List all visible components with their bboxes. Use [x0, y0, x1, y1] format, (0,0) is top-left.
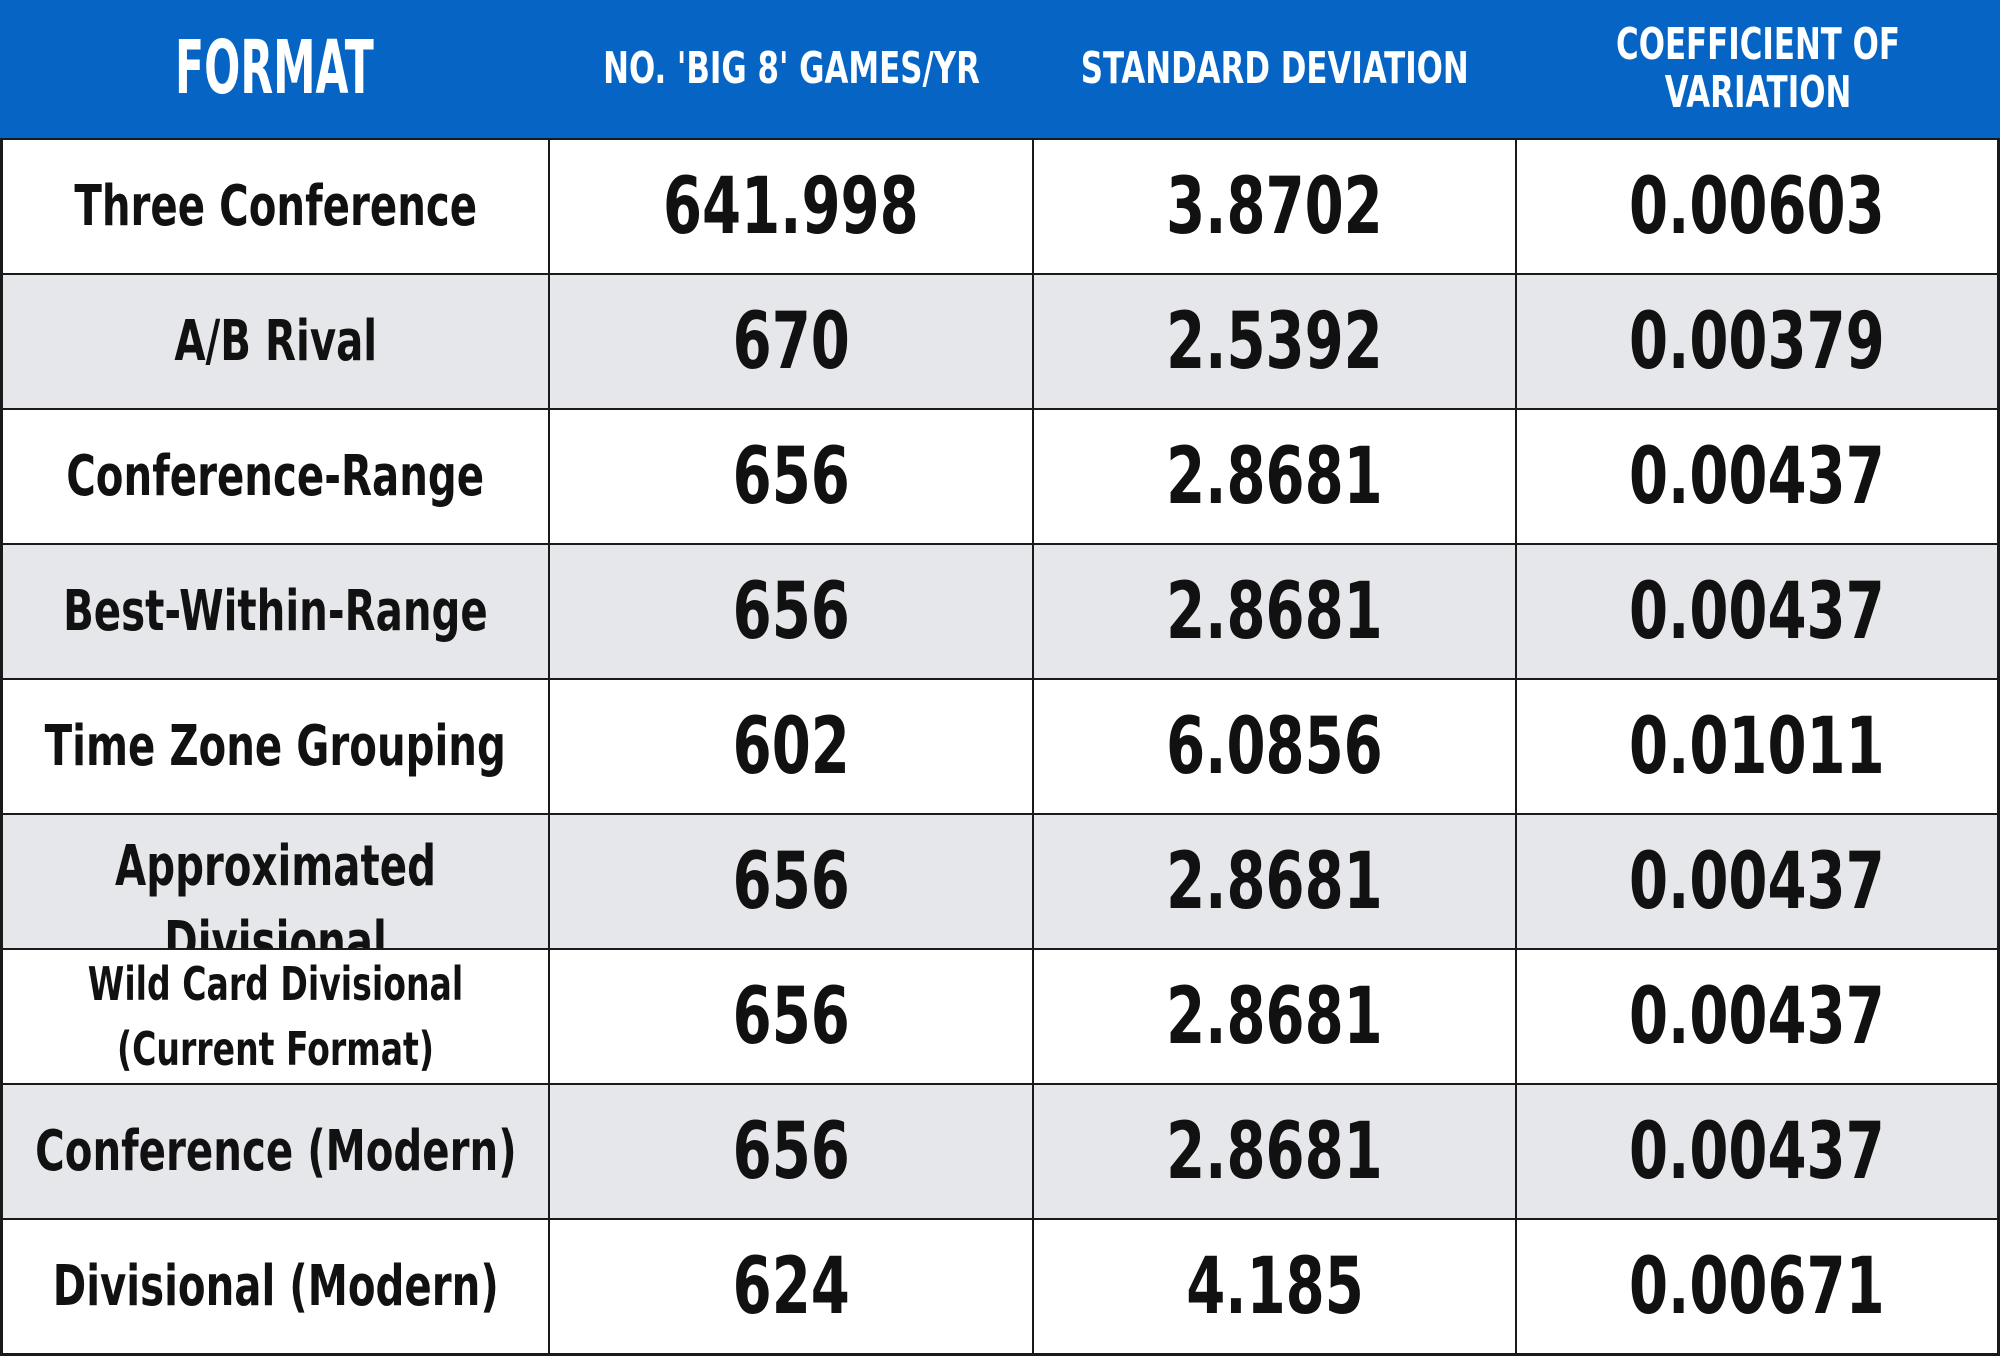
- games-cell: 656: [550, 815, 1034, 948]
- table-row: Conference-Range 656 2.8681 0.00437: [3, 408, 1997, 543]
- games-cell: 656: [550, 950, 1034, 1083]
- table-header: FORMAT NO. 'BIG 8' GAMES/YR STANDARD DEV…: [0, 0, 2000, 138]
- games-cell: 602: [550, 680, 1034, 813]
- format-cell: Conference-Range: [3, 410, 550, 543]
- table-row: Wild Card Divisional (Current Format) 65…: [3, 948, 1997, 1083]
- coef-cell: 0.00671: [1629, 1241, 1885, 1332]
- coef-cell: 0.00603: [1629, 161, 1885, 252]
- coef-cell: 0.00437: [1629, 1106, 1885, 1197]
- format-cell: Time Zone Grouping: [3, 680, 550, 813]
- coef-cell: 0.00379: [1629, 296, 1885, 387]
- header-std-dev: STANDARD DEVIATION: [1080, 42, 1469, 94]
- table-row: A/B Rival 670 2.5392 0.00379: [3, 273, 1997, 408]
- std-dev-cell: 3.8702: [1034, 140, 1517, 273]
- table-row: Three Conference 641.998 3.8702 0.00603: [3, 138, 1997, 273]
- table-body: Three Conference 641.998 3.8702 0.00603 …: [0, 138, 2000, 1356]
- format-cell: Wild Card Divisional (Current Format): [3, 950, 550, 1083]
- coef-cell: 0.00437: [1629, 836, 1885, 927]
- coef-cell: 0.01011: [1629, 701, 1885, 792]
- std-dev-cell: 4.185: [1034, 1220, 1517, 1353]
- games-cell: 624: [550, 1220, 1034, 1353]
- std-dev-cell: 2.5392: [1034, 275, 1517, 408]
- table-row: Approximated Divisional 656 2.8681 0.004…: [3, 813, 1997, 948]
- table-row: Best-Within-Range 656 2.8681 0.00437: [3, 543, 1997, 678]
- games-cell: 641.998: [550, 140, 1034, 273]
- std-dev-cell: 2.8681: [1034, 950, 1517, 1083]
- games-cell: 670: [550, 275, 1034, 408]
- games-cell: 656: [550, 1085, 1034, 1218]
- format-cell: Best-Within-Range: [3, 545, 550, 678]
- std-dev-cell: 2.8681: [1034, 1085, 1517, 1218]
- coef-cell: 0.00437: [1629, 566, 1885, 657]
- table-row: Conference (Modern) 656 2.8681 0.00437: [3, 1083, 1997, 1218]
- format-cell: Conference (Modern): [3, 1085, 550, 1218]
- coef-cell: 0.00437: [1629, 971, 1885, 1062]
- games-cell: 656: [550, 545, 1034, 678]
- games-cell: 656: [550, 410, 1034, 543]
- std-dev-cell: 2.8681: [1034, 410, 1517, 543]
- format-cell: Divisional (Modern): [3, 1220, 550, 1353]
- format-cell: Approximated Divisional: [3, 815, 550, 948]
- std-dev-cell: 2.8681: [1034, 545, 1517, 678]
- table-row: Time Zone Grouping 602 6.0856 0.01011: [3, 678, 1997, 813]
- header-games: NO. 'BIG 8' GAMES/YR: [602, 42, 980, 94]
- std-dev-cell: 6.0856: [1034, 680, 1517, 813]
- table-row: Divisional (Modern) 624 4.185 0.00671: [3, 1218, 1997, 1353]
- header-format: FORMAT: [175, 25, 374, 112]
- header-coef: COEFFICIENT OF VARIATION: [1616, 18, 1900, 118]
- format-cell: Three Conference: [3, 140, 550, 273]
- coef-cell: 0.00437: [1629, 431, 1885, 522]
- format-cell: A/B Rival: [3, 275, 550, 408]
- std-dev-cell: 2.8681: [1034, 815, 1517, 948]
